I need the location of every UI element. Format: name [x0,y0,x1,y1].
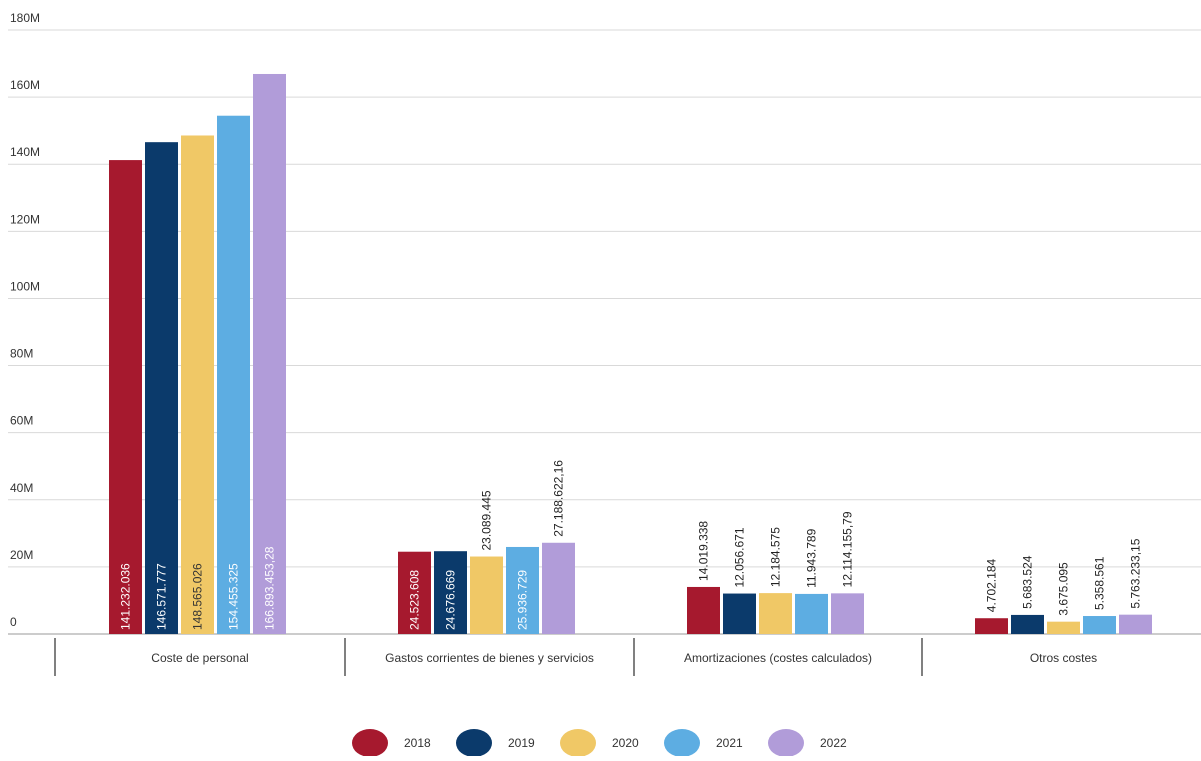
legend-label[interactable]: 2022 [820,736,847,750]
y-tick-label: 40M [10,481,33,495]
bar-2020[interactable] [181,135,214,634]
data-label: 146.571.777 [155,563,169,630]
y-tick-label: 0 [10,615,17,629]
bar-2019[interactable] [434,551,467,634]
bar-2021[interactable] [795,593,828,634]
bar-2019[interactable] [1011,614,1044,634]
y-tick-label: 60M [10,414,33,428]
bar-2020[interactable] [1047,621,1080,634]
legend-swatch-2020[interactable] [560,729,596,757]
x-tick-label: Coste de personal [151,651,248,665]
data-label: 166.893.453,28 [263,546,277,630]
bar-2019[interactable] [145,142,178,634]
bar-2020[interactable] [759,593,792,634]
bar-2022[interactable] [542,542,575,634]
data-label: 24.523.608 [408,570,422,630]
legend-swatch-2019[interactable] [456,729,492,757]
data-label: 5.763.233,15 [1129,538,1143,608]
bar-2018[interactable] [398,551,431,634]
data-label: 27.188.622,16 [552,460,566,537]
y-tick-label: 100M [10,279,40,293]
legend-swatch-2018[interactable] [352,729,388,757]
x-tick-label: Amortizaciones (costes calculados) [684,651,872,665]
data-label: 4.702.184 [985,559,999,613]
data-label: 5.358.561 [1093,556,1107,610]
bar-2021[interactable] [1083,616,1116,634]
y-tick-label: 140M [10,145,40,159]
y-tick-label: 120M [10,212,40,226]
bar-2018[interactable] [109,160,142,634]
bar-2018[interactable] [975,618,1008,634]
bar-2022[interactable] [1119,614,1152,634]
data-label: 141.232.036 [119,563,133,630]
bar-2021[interactable] [506,546,539,634]
y-tick-label: 180M [10,11,40,25]
legend-label[interactable]: 2019 [508,736,535,750]
bar-2022[interactable] [831,593,864,634]
legend-label[interactable]: 2018 [404,736,431,750]
y-tick-label: 80M [10,347,33,361]
y-tick-label: 20M [10,548,33,562]
legend-swatch-2022[interactable] [768,729,804,757]
bar-2019[interactable] [723,593,756,634]
bar-2021[interactable] [217,115,250,635]
data-label: 12.056.671 [733,527,747,587]
data-label: 12.184.575 [769,527,783,587]
y-tick-label: 160M [10,78,40,92]
legend-label[interactable]: 2021 [716,736,743,750]
legend-swatch-2021[interactable] [664,729,700,757]
data-label: 24.676.669 [444,570,458,630]
data-label: 25.936.729 [516,570,530,630]
data-label: 23.089.445 [480,490,494,550]
data-label: 3.675.095 [1057,562,1071,616]
x-tick-label: Gastos corrientes de bienes y servicios [385,651,594,665]
bar-2018[interactable] [687,586,720,634]
data-label: 11.943.789 [805,528,819,587]
bar-2020[interactable] [470,556,503,634]
data-label: 148.565.026 [191,563,205,630]
data-label: 5.683.524 [1021,555,1035,609]
x-tick-label: Otros costes [1030,651,1097,665]
data-label: 12.114.155,79 [841,511,855,587]
data-label: 154.455.325 [227,563,241,630]
data-label: 14.019.338 [697,521,711,581]
bar-2022[interactable] [253,73,286,635]
legend-label[interactable]: 2020 [612,736,639,750]
